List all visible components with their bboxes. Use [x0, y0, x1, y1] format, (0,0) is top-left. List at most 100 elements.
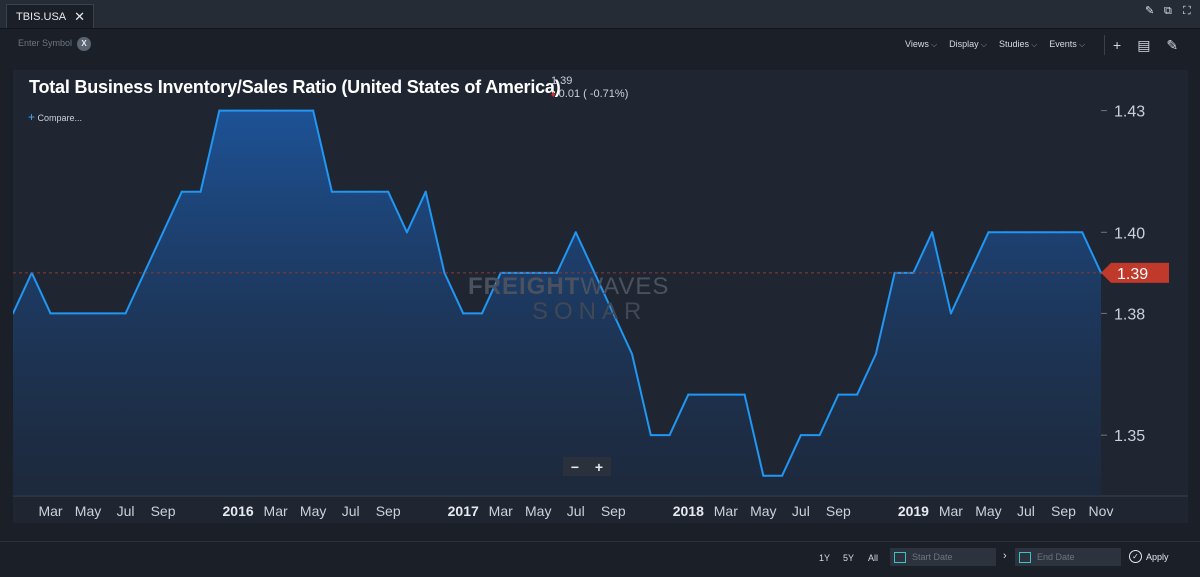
x-tick-label: 2019: [898, 503, 929, 519]
x-tick-label: May: [75, 503, 101, 519]
series-segment: [818, 393, 840, 437]
display-menu[interactable]: Display: [949, 39, 987, 50]
x-tick-label: Jul: [342, 503, 360, 519]
apply-button[interactable]: ✓ Apply: [1129, 550, 1169, 563]
current-badge: [1111, 262, 1169, 283]
series-segment: [162, 190, 183, 234]
series-segment: [1081, 231, 1102, 274]
x-tick-label: May: [300, 503, 326, 519]
x-tick-label: Sep: [151, 503, 176, 519]
x-tick-label: Jul: [792, 503, 810, 519]
y-tick-label: 1.40: [1114, 225, 1145, 242]
window-controls: ✎ ⧉ ⛶: [1145, 6, 1194, 17]
calendar-icon: [1019, 551, 1031, 563]
x-tick-label: Jul: [1017, 503, 1035, 519]
series-segment: [856, 353, 877, 396]
x-tick-label: 2017: [448, 503, 479, 519]
down-arrow-icon: ♦: [551, 89, 556, 99]
check-icon: ✓: [1129, 550, 1142, 563]
chart-menus: Views Display Studies Events: [905, 39, 1085, 50]
end-date-input[interactable]: End Date: [1015, 548, 1121, 566]
pencil-icon[interactable]: ✎: [1166, 36, 1179, 53]
x-tick-label: 2016: [223, 503, 254, 519]
zoom-out-button[interactable]: −: [570, 458, 580, 475]
series-segment: [574, 231, 596, 274]
plus-icon[interactable]: +: [1113, 37, 1122, 53]
x-tick-label: Mar: [264, 503, 288, 519]
y-tick-label: 1.43: [1114, 104, 1145, 121]
compare-button[interactable]: + Compare...: [28, 110, 83, 124]
chart-title: Total Business Inventory/Sales Ratio (Un…: [29, 77, 561, 97]
tool-icons: + ▤ ✎: [1104, 35, 1178, 55]
series-segment: [443, 271, 465, 315]
series-segment: [30, 271, 52, 315]
series-segment: [387, 190, 408, 234]
series-segment: [312, 109, 333, 193]
series-segment: [199, 109, 221, 193]
series-segment: [405, 190, 427, 234]
series-segment: [556, 231, 577, 274]
tab-bar: TBIS.USA ✕ ✎ ⧉ ⛶: [0, 0, 1200, 29]
y-axis-area: [1101, 70, 1188, 523]
series-segment: [668, 393, 690, 437]
events-menu[interactable]: Events: [1049, 39, 1085, 50]
chart-svg[interactable]: 1.43 1.40 1.38 1.35 1.39 Mar May Jul Sep 2016 Mar M…: [13, 70, 1188, 523]
x-tick-label: May: [975, 503, 1001, 519]
current-badge-arrow: [1101, 262, 1111, 283]
series-segment: [781, 434, 802, 477]
x-tick-label: Mar: [939, 503, 963, 519]
series-segment: [480, 271, 502, 315]
maximize-icon[interactable]: ⛶: [1183, 5, 1191, 17]
x-tick-label: May: [525, 503, 551, 519]
series-segment: [874, 271, 896, 355]
x-tick-label: Mar: [38, 503, 62, 519]
tab-tbis-usa[interactable]: TBIS.USA ✕: [6, 4, 94, 28]
series-segment: [912, 231, 934, 274]
x-tick-label: Jul: [117, 503, 135, 519]
calendar-icon: [894, 551, 906, 563]
x-tick-label: 2018: [673, 503, 704, 519]
x-tick-label: Mar: [489, 503, 513, 519]
x-tick-label: Sep: [376, 503, 401, 519]
range-bar: 1Y 5Y All Start Date › End Date ✓ Apply: [0, 541, 1200, 577]
clear-symbol-button[interactable]: X: [77, 37, 91, 51]
series-segment: [631, 353, 652, 437]
series-segment: [143, 231, 165, 274]
series-segment: [612, 312, 634, 355]
zoom-controls: − +: [563, 457, 611, 476]
start-date-input[interactable]: Start Date: [890, 548, 996, 566]
range-all-button[interactable]: All: [868, 553, 879, 563]
current-badge-label: 1.39: [1117, 266, 1148, 283]
symbol-input[interactable]: Enter Symbol: [18, 38, 73, 48]
zoom-in-button[interactable]: +: [594, 458, 604, 475]
popout-icon[interactable]: ⧉: [1164, 5, 1172, 17]
views-menu[interactable]: Views: [905, 39, 937, 50]
comment-icon[interactable]: ▤: [1137, 36, 1151, 53]
series-area: [13, 110, 1101, 496]
tab-label: TBIS.USA: [16, 10, 67, 23]
x-tick-label: Nov: [1089, 503, 1114, 519]
x-tick-label: Sep: [601, 503, 626, 519]
change-value: ♦ 0.01 ( -0.71%): [551, 88, 629, 100]
chart-toolbar: Enter Symbol X Views Display Studies Eve…: [0, 29, 1200, 61]
series-segment: [424, 190, 446, 274]
series-segment: [743, 393, 765, 477]
x-tick-label: Sep: [1051, 503, 1076, 519]
y-tick-label: 1.35: [1114, 428, 1145, 445]
x-tick-label: May: [750, 503, 776, 519]
studies-menu[interactable]: Studies: [999, 39, 1037, 50]
tab-close-icon[interactable]: ✕: [74, 9, 85, 24]
x-tick-label: Sep: [826, 503, 851, 519]
chevron-right-icon: ›: [1003, 550, 1007, 562]
series-segment: [931, 231, 952, 315]
chart-panel: 1.43 1.40 1.38 1.35 1.39 Mar May Jul Sep 2016 Mar M…: [13, 70, 1188, 523]
watermark-sonar: SONAR: [532, 298, 648, 325]
series-segment: [124, 271, 146, 315]
range-1y-button[interactable]: 1Y: [819, 553, 831, 563]
last-value: 1.39: [551, 75, 573, 87]
range-5y-button[interactable]: 5Y: [843, 553, 855, 563]
series-segment: [13, 271, 33, 315]
series-segment: [949, 271, 971, 315]
edit-icon[interactable]: ✎: [1145, 5, 1155, 17]
series-segment: [593, 271, 615, 315]
